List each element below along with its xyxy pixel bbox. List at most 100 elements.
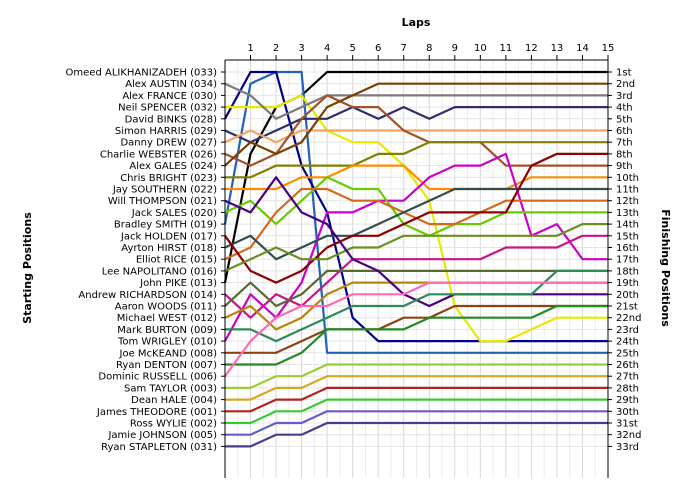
driver-line-16	[224, 152, 608, 284]
lap-tick-label: 13	[551, 43, 564, 54]
driver-line-9	[224, 82, 608, 167]
left-axis-title: Starting Positions	[21, 212, 34, 324]
driver-line-3	[224, 70, 608, 343]
driver-line-5	[224, 82, 608, 120]
starting-position-label: Simon HARRIS (029)	[115, 126, 217, 137]
starting-position-label: Alex FRANCE (030)	[122, 91, 217, 102]
driver-line-30	[225, 410, 608, 436]
starting-position-label: Dominic RUSSELL (006)	[98, 372, 217, 383]
finishing-position-label: 18th	[616, 266, 639, 277]
finishing-position-label: 5th	[616, 114, 633, 125]
starting-position-label: Dean HALE (004)	[131, 395, 217, 406]
lap-tick-label: 4	[324, 43, 330, 54]
lap-tick-label: 3	[298, 43, 304, 54]
driver-line-6	[224, 105, 608, 144]
starting-position-label: Omeed ALIKHANIZADEH (033)	[66, 68, 218, 79]
starting-position-label: Ross WYLIE (002)	[130, 419, 217, 430]
finishing-position-label: 19th	[616, 278, 639, 289]
starting-position-label: David BINKS (028)	[125, 114, 217, 125]
lap-tick-label: 14	[576, 43, 589, 54]
finishing-position-label: 4th	[616, 103, 633, 114]
starting-position-label: Ryan DENTON (007)	[116, 360, 217, 371]
driver-line-10	[225, 141, 608, 179]
starting-position-label: Jack SALES (020)	[131, 208, 217, 219]
starting-position-label: Joe McKEAND (008)	[119, 348, 218, 359]
driver-line-29	[225, 398, 608, 425]
finishing-position-label: 25th	[616, 348, 639, 359]
finishing-position-label: 20th	[616, 290, 639, 301]
starting-position-label: Jack HOLDEN (017)	[120, 231, 217, 242]
finishing-position-label: 24th	[616, 337, 639, 348]
driver-line-24	[225, 304, 608, 366]
driver-line-31	[225, 421, 608, 448]
finishing-position-label: 26th	[616, 360, 639, 371]
finishing-position-label: 6th	[616, 126, 633, 137]
starting-position-label: Mark BURTON (009)	[117, 325, 217, 336]
driver-line-13	[224, 176, 608, 237]
driver-line-4	[225, 94, 608, 343]
finishing-position-label: 9th	[616, 161, 633, 172]
finishing-position-label: 21st	[616, 302, 638, 313]
starting-position-label: Danny DREW (027)	[120, 138, 217, 149]
finishing-position-label: 32nd	[616, 430, 641, 441]
driver-line-23	[225, 304, 608, 354]
starting-position-label: Jay SOUTHERN (022)	[112, 185, 217, 196]
starting-position-label: Andrew RICHARDSON (014)	[78, 290, 217, 301]
starting-position-label: Alex AUSTIN (034)	[125, 79, 217, 90]
finishing-position-label: 33rd	[616, 442, 639, 453]
finishing-position-label: 13th	[616, 208, 639, 219]
driver-line-27	[225, 375, 608, 401]
finishing-position-label: 1st	[616, 68, 632, 79]
right-axis-title: Finishing Positions	[659, 209, 672, 327]
lap-tick-label: 7	[401, 43, 407, 54]
finishing-position-label: 17th	[616, 255, 639, 266]
series-lines	[223, 70, 608, 448]
finishing-position-label: 12th	[616, 196, 639, 207]
lap-tick-label: 10	[474, 43, 487, 54]
starting-position-label: James THEODORE (001)	[96, 407, 217, 418]
driver-line-26	[225, 363, 608, 389]
finishing-position-label: 28th	[616, 383, 639, 394]
lap-tick-label: 5	[349, 43, 355, 54]
starting-position-label: Charlie WEBSTER (026)	[100, 149, 217, 160]
driver-line-8	[224, 94, 608, 167]
finishing-position-label: 11th	[616, 185, 639, 196]
starting-position-label: Sam TAYLOR (003)	[124, 383, 217, 394]
x-axis-title: Laps	[402, 16, 431, 29]
finishing-position-label: 16th	[616, 243, 639, 254]
lap-tick-label: 1	[247, 43, 253, 54]
finishing-position-label: 27th	[616, 372, 639, 383]
starting-position-label: John PIKE (013)	[139, 278, 217, 289]
starting-position-label: Will THOMPSON (021)	[108, 196, 217, 207]
driver-line-17	[224, 223, 608, 272]
lap-tick-label: 12	[525, 43, 538, 54]
finishing-position-label: 14th	[616, 220, 639, 231]
finishing-position-label: 23rd	[616, 325, 639, 336]
driver-line-19	[224, 269, 608, 308]
lap-tick-label: 11	[499, 43, 512, 54]
starting-position-label: Chris BRIGHT (023)	[120, 173, 217, 184]
starting-position-label: Neil SPENCER (032)	[118, 103, 217, 114]
lap-tick-label: 8	[426, 43, 432, 54]
driver-line-28	[225, 386, 608, 413]
finishing-position-label: 15th	[616, 231, 639, 242]
finishing-position-label: 7th	[616, 138, 633, 149]
lap-tick-label: 15	[602, 43, 615, 54]
finishing-position-label: 22nd	[616, 313, 641, 324]
driver-line-2	[223, 70, 608, 354]
starting-position-label: Jamie JOHNSON (005)	[107, 430, 217, 441]
lap-tick-label: 9	[452, 43, 458, 54]
finishing-position-label: 10th	[616, 173, 639, 184]
finishing-position-label: 3rd	[616, 91, 633, 102]
finishing-position-label: 29th	[616, 395, 639, 406]
starting-position-label: Ayrton HIRST (018)	[121, 243, 217, 254]
finishing-position-label: 30th	[616, 407, 639, 418]
starting-position-label: Ryan STAPLETON (031)	[101, 442, 217, 453]
starting-position-label: Aaron WOODS (011)	[115, 302, 217, 313]
starting-position-label: Lee NAPOLITANO (016)	[102, 266, 217, 277]
lap-tick-label: 6	[375, 43, 381, 54]
driver-line-11	[225, 164, 608, 191]
